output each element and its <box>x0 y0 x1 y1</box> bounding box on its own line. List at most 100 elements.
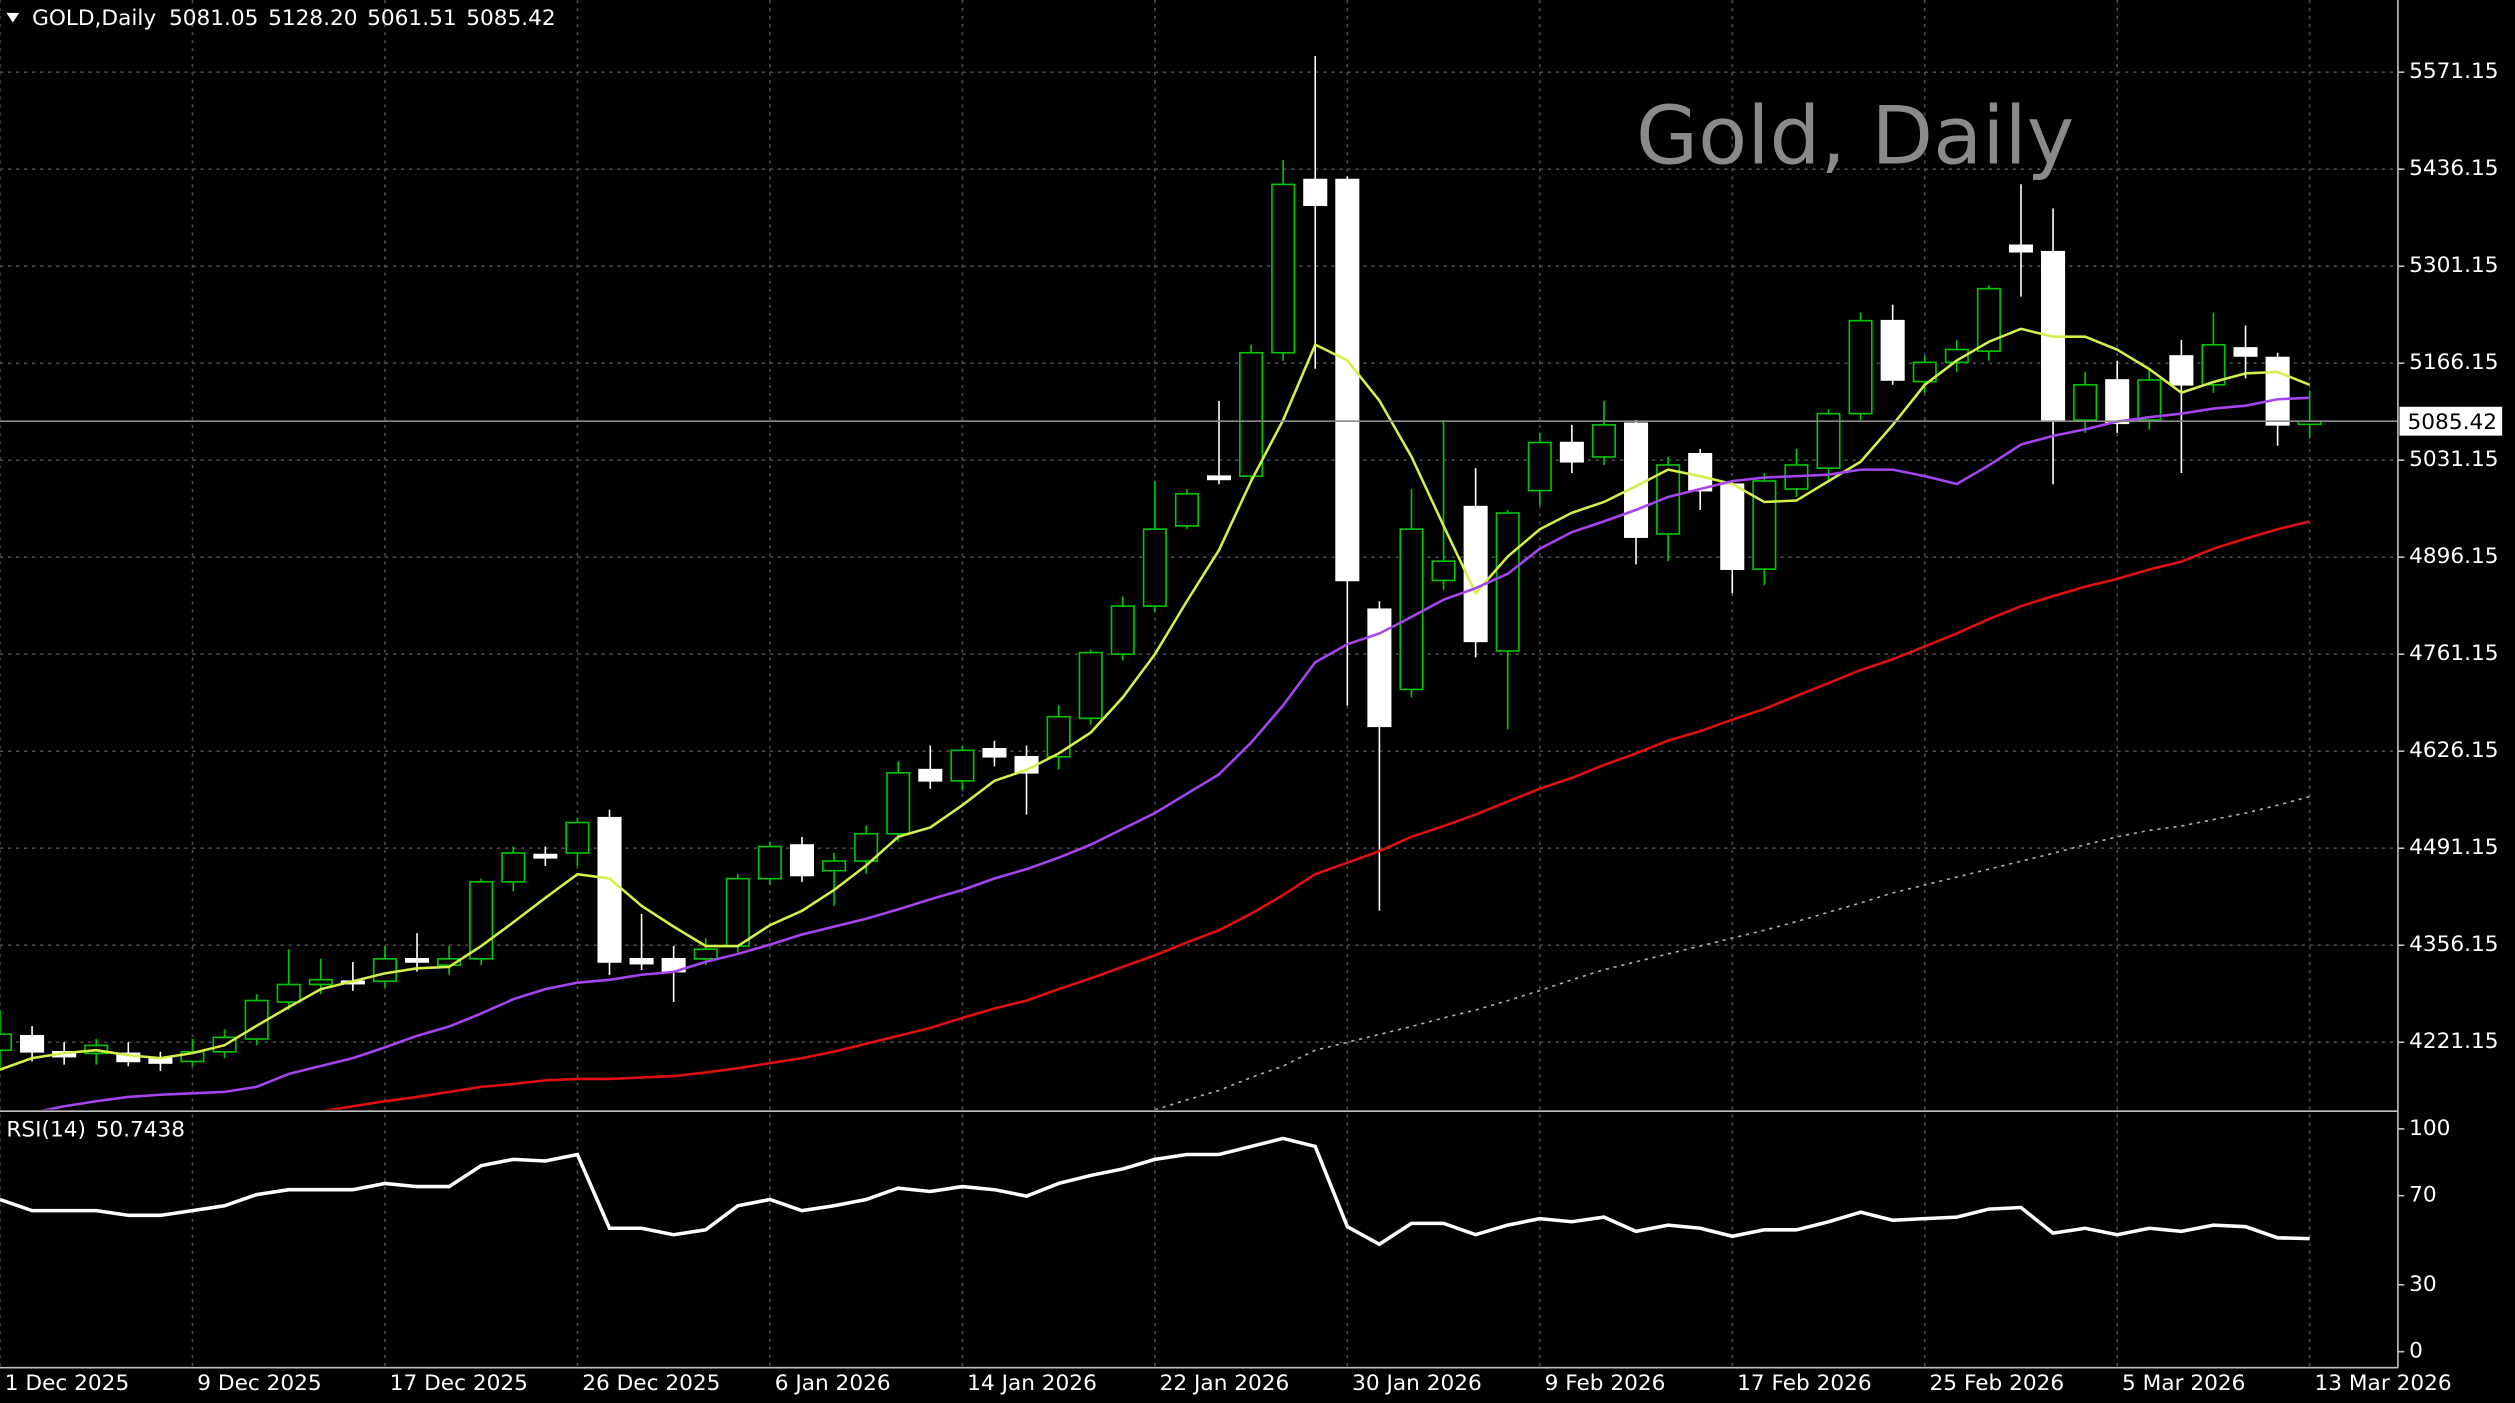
candle-body <box>469 881 494 960</box>
x-tick-label: 14 Jan 2026 <box>967 1371 1097 1396</box>
rsi-line <box>0 1136 2310 1247</box>
candle-body <box>1239 351 1264 477</box>
x-tick-label: 5 Mar 2026 <box>2122 1371 2245 1396</box>
x-tick-label: 1 Dec 2025 <box>5 1371 129 1396</box>
candle-body <box>822 860 847 872</box>
y-tick-label: 5571.15 <box>2409 59 2498 84</box>
y-tick-label: 5166.15 <box>2409 350 2498 375</box>
candle-body <box>2169 355 2194 386</box>
y-tick-label: 5031.15 <box>2409 447 2498 472</box>
candle-body <box>1976 287 2001 352</box>
x-tick-label: 26 Dec 2025 <box>582 1371 720 1396</box>
y-tick-label: 100 <box>2409 1116 2450 1141</box>
current-price-box <box>2399 406 2503 436</box>
y-tick-label: 30 <box>2409 1272 2437 1297</box>
x-tick-label: 9 Dec 2025 <box>197 1371 321 1396</box>
menu-arrow[interactable] <box>6 12 20 23</box>
candle-body <box>1559 441 1584 463</box>
candle-body <box>437 958 462 967</box>
x-tick-label: 25 Feb 2026 <box>1930 1371 2065 1396</box>
candle-body <box>693 948 718 960</box>
x-tick-label: 17 Feb 2026 <box>1737 1371 1872 1396</box>
candle-body <box>404 958 430 963</box>
candle-body <box>2137 379 2162 421</box>
rsi-label: RSI(14) <box>6 1117 86 1142</box>
x-tick-label: 22 Jan 2026 <box>1160 1371 1290 1396</box>
candle-body <box>1431 560 1456 582</box>
candle-body <box>789 844 815 877</box>
y-tick-label: 4491.15 <box>2409 835 2498 860</box>
candle-body <box>20 1034 45 1053</box>
y-tick-label: 4626.15 <box>2409 738 2498 763</box>
candle-body <box>1495 512 1520 652</box>
candle-body <box>1912 361 1937 383</box>
candle-body <box>372 958 397 983</box>
candle-body <box>1816 412 1841 470</box>
rsi-header: RSI(14) 50.7438 <box>6 1117 185 1142</box>
symbol: GOLD,Daily <box>32 6 156 31</box>
candle-body <box>1046 715 1071 758</box>
candle-body <box>950 749 975 782</box>
x-tick-label: 9 Feb 2026 <box>1545 1371 1666 1396</box>
candle-body <box>1271 183 1296 354</box>
candle-body <box>1174 493 1199 527</box>
x-tick-label: 6 Jan 2026 <box>775 1371 891 1396</box>
candle-body <box>2105 379 2130 425</box>
candle-body <box>2008 244 2034 253</box>
candle-body <box>886 771 911 835</box>
candle-body <box>1527 441 1552 492</box>
price-panel <box>0 56 2398 1110</box>
quote-close: 5085.42 <box>466 6 555 31</box>
rsi-value: 50.7438 <box>96 1117 185 1142</box>
candle-body <box>2233 347 2258 357</box>
candle-body <box>1078 651 1103 720</box>
y-tick-label: 70 <box>2409 1183 2437 1208</box>
y-tick-label: 4761.15 <box>2409 641 2498 666</box>
candle-body <box>2201 343 2226 386</box>
y-tick-label: 4356.15 <box>2409 932 2498 957</box>
grid-layer <box>0 0 2398 1368</box>
y-tick-label: 5436.15 <box>2409 156 2498 181</box>
candle-body <box>1848 319 1873 415</box>
candle-body <box>533 853 558 859</box>
x-tick-label: 13 Mar 2026 <box>2315 1371 2452 1396</box>
quote-open: 5081.05 <box>169 6 258 31</box>
candle-body <box>854 832 879 862</box>
candle-body <box>982 747 1007 758</box>
candle-body <box>276 983 301 1003</box>
candle-body <box>2073 383 2098 421</box>
candle-body <box>1624 422 1649 538</box>
candle-body <box>1303 178 1328 207</box>
candle-body <box>1880 319 1905 381</box>
candle-body <box>1399 528 1424 691</box>
candle-body <box>918 768 943 782</box>
candle-body <box>501 852 526 883</box>
axis-layer: 5571.15 5436.15 5301.15 5166.15 5031.15 4896.… <box>5 59 2503 1396</box>
candle-body <box>1335 178 1360 582</box>
candle-body <box>1656 464 1681 535</box>
moving-average <box>41 396 2310 1110</box>
candle-body <box>1206 475 1232 481</box>
rsi-panel <box>0 1136 2310 1247</box>
candle-body <box>597 816 622 963</box>
moving-average <box>0 327 2311 1071</box>
current-price-label: 5085.42 <box>2408 410 2497 435</box>
candle-body <box>725 877 750 947</box>
y-tick-label: 5301.15 <box>2409 253 2498 278</box>
x-tick-label: 17 Dec 2025 <box>390 1371 528 1396</box>
candle-body <box>0 1033 13 1052</box>
candle-body <box>1591 424 1616 458</box>
candle-body <box>1720 483 1745 570</box>
candle-body <box>757 845 782 880</box>
candle-body <box>2265 356 2290 426</box>
quote-header: GOLD,Daily 5081.05 5128.20 5061.51 5085.42 <box>32 6 556 31</box>
x-tick-label: 30 Jan 2026 <box>1352 1371 1482 1396</box>
candle-body <box>1688 452 1713 492</box>
candle-body <box>1110 605 1135 655</box>
candle-body <box>1463 505 1488 643</box>
candle-body <box>629 958 654 965</box>
candle-body <box>1367 608 1392 728</box>
candle-body <box>565 821 590 854</box>
candle-body <box>1142 528 1167 607</box>
